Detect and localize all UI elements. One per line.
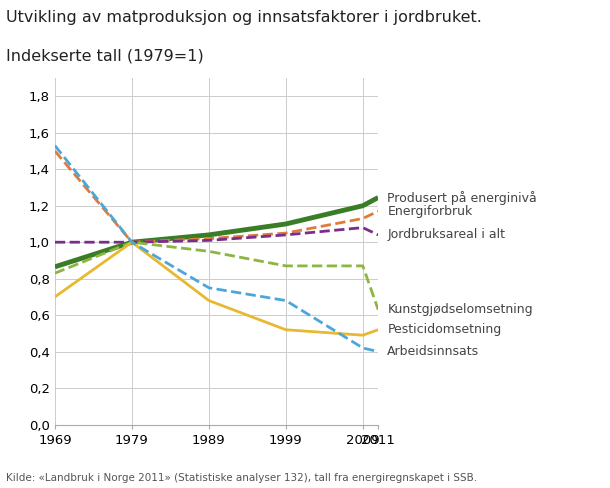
Text: Kunstgjødselomsetning: Kunstgjødselomsetning xyxy=(387,303,533,316)
Text: Indekserte tall (1979=1): Indekserte tall (1979=1) xyxy=(6,49,204,64)
Text: Arbeidsinnsats: Arbeidsinnsats xyxy=(387,345,479,358)
Text: Kilde: «Landbruk i Norge 2011» (Statistiske analyser 132), tall fra energiregnsk: Kilde: «Landbruk i Norge 2011» (Statisti… xyxy=(6,473,477,483)
Text: Utvikling av matproduksjon og innsatsfaktorer i jordbruket.: Utvikling av matproduksjon og innsatsfak… xyxy=(6,10,482,25)
Text: Produsert på energinivå: Produsert på energinivå xyxy=(387,190,537,204)
Text: Jordbruksareal i alt: Jordbruksareal i alt xyxy=(387,228,505,242)
Text: Pesticidomsetning: Pesticidomsetning xyxy=(387,323,501,336)
Text: Energiforbruk: Energiforbruk xyxy=(387,204,473,218)
